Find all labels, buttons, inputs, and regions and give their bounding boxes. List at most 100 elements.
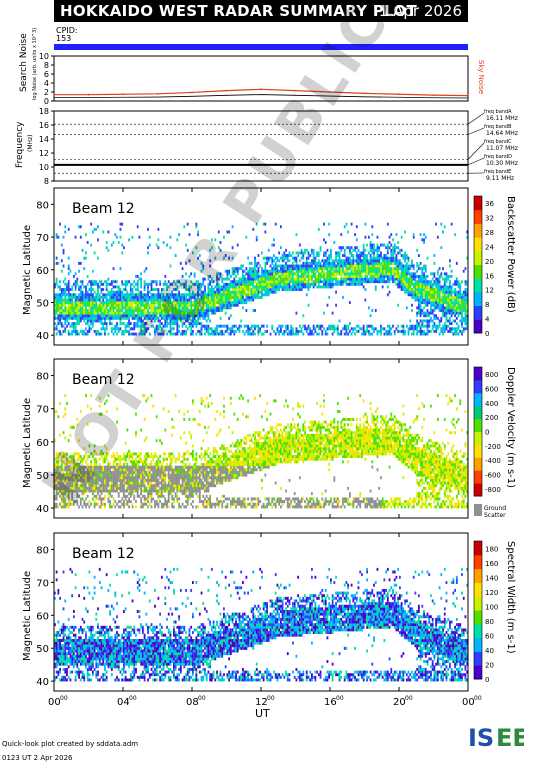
rti-cell — [67, 282, 70, 286]
rti-cell — [143, 314, 146, 318]
rti-cell — [328, 324, 331, 328]
rti-cell — [150, 280, 153, 284]
rti-cell — [219, 329, 222, 333]
rti-cell — [411, 282, 413, 286]
rti-cell — [147, 306, 149, 310]
rti-cell — [126, 470, 129, 474]
rti-cell — [178, 329, 180, 333]
rti-cell — [190, 319, 193, 323]
noise-point — [363, 92, 366, 95]
rti-cell — [261, 290, 263, 294]
rti-cell — [123, 505, 125, 509]
rti-cell — [443, 277, 446, 281]
rti-cell — [83, 476, 86, 480]
rti-cell — [128, 497, 130, 501]
rti-cell — [155, 306, 158, 310]
rti-cell — [67, 460, 70, 464]
rti-cell — [74, 470, 77, 474]
rti-cell — [350, 327, 353, 331]
rti-cell — [55, 494, 58, 498]
rti-cell — [407, 327, 410, 331]
rti-cell — [83, 473, 86, 477]
rti-cell — [198, 298, 201, 302]
rti-cell — [107, 303, 110, 307]
rti-cell — [159, 309, 162, 312]
rti-cell — [138, 309, 141, 312]
rti-cell — [71, 478, 74, 482]
rti-cell — [188, 322, 191, 326]
rti-cell — [145, 478, 148, 482]
rti-cell — [147, 492, 149, 496]
rti-cell — [147, 311, 149, 315]
rti-cell — [198, 314, 201, 318]
noise-point — [294, 89, 297, 92]
rti-cell — [136, 478, 139, 482]
rti-cell — [247, 256, 249, 260]
rti-cell — [450, 309, 453, 312]
rti-cell — [112, 463, 115, 466]
rti-cell — [69, 470, 72, 474]
rti-cell — [385, 272, 387, 276]
rti-cell — [285, 282, 287, 286]
rti-cell — [462, 303, 465, 307]
rti-cell — [62, 298, 65, 302]
rti-cell — [114, 455, 117, 459]
rti-cell — [123, 314, 125, 318]
rti-cell — [143, 481, 146, 485]
rti-cell — [100, 319, 103, 323]
rti-cell — [157, 327, 160, 331]
noise-point — [432, 94, 435, 97]
rti-cell — [361, 264, 363, 268]
rti-cell — [86, 404, 89, 408]
rti-cell — [436, 285, 439, 289]
rti-cell — [367, 306, 370, 310]
rti-cell — [236, 272, 239, 276]
rti-cell — [66, 314, 68, 318]
rti-cell — [162, 332, 165, 336]
rti-cell — [112, 502, 115, 506]
rti-cell — [255, 272, 258, 276]
rti-cell — [431, 324, 434, 328]
rti-cell — [59, 306, 61, 310]
rti-cell — [83, 332, 86, 336]
rti-cell — [150, 478, 153, 482]
rti-cell — [154, 309, 156, 312]
rti-cell — [164, 295, 167, 299]
rti-cell — [126, 473, 129, 477]
rti-cell — [102, 468, 105, 472]
rti-cell — [307, 277, 310, 281]
rti-cell — [376, 246, 379, 250]
rti-cell — [348, 275, 351, 278]
rti-cell — [457, 290, 460, 294]
rti-cell — [455, 277, 458, 281]
rti-cell — [419, 282, 422, 286]
rti-cell — [226, 303, 229, 307]
rti-cell — [64, 486, 67, 490]
rti-cell — [335, 303, 337, 307]
rti-cell — [150, 314, 153, 318]
rti-cell — [85, 303, 87, 307]
rti-cell — [135, 298, 137, 302]
rti-cell — [414, 280, 417, 284]
rti-cell — [233, 329, 236, 333]
rti-cell — [119, 306, 122, 310]
rti-cell — [55, 460, 58, 464]
rti-cell — [229, 282, 232, 286]
rti-cell — [367, 324, 370, 328]
rti-cell — [114, 457, 117, 461]
rti-cell — [395, 233, 398, 237]
rti-cell — [273, 282, 275, 286]
rti-cell — [145, 436, 148, 440]
rti-cell — [466, 290, 469, 294]
rti-cell — [71, 481, 74, 485]
rti-cell — [217, 277, 220, 281]
rti-cell — [86, 319, 89, 323]
rti-cell — [219, 309, 222, 312]
rti-cell — [123, 306, 125, 310]
rti-cell — [457, 280, 460, 284]
rti-cell — [54, 316, 56, 320]
freq-ytick-label: 16 — [39, 121, 49, 130]
rti-cell — [95, 478, 98, 482]
noise-point — [467, 94, 469, 97]
rti-cell — [395, 267, 398, 271]
